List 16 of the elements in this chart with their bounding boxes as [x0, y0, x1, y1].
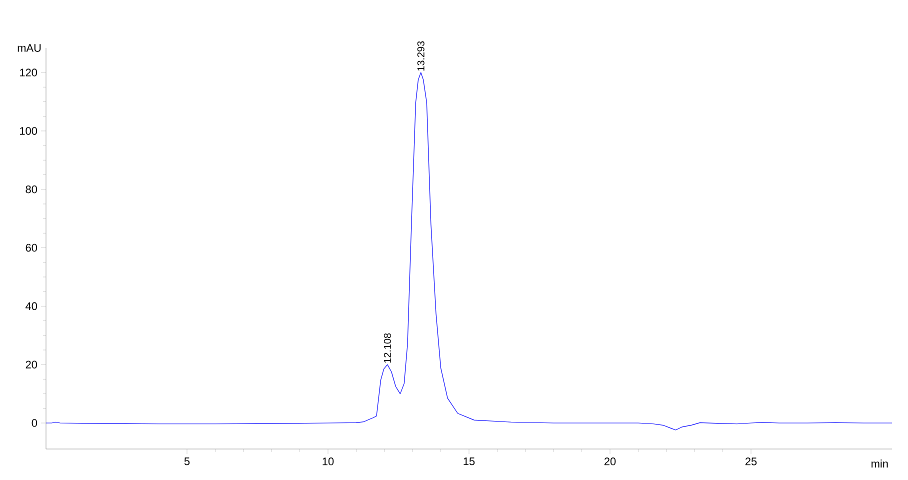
x-axis-title: min [872, 460, 888, 468]
x-tick-label: 25 [745, 458, 757, 466]
x-tick-label: 20 [604, 458, 616, 466]
y-tick-label: 60 [26, 244, 38, 252]
y-tick-label: 80 [26, 185, 38, 194]
x-tick-label: 5 [184, 458, 190, 466]
annotation: 12.108 [384, 333, 391, 363]
y-tick-label: 40 [26, 302, 38, 310]
x-tick-label: 10 [322, 458, 334, 466]
y-axis-title: mAU [18, 44, 41, 52]
x-tick-label: 15 [464, 458, 475, 466]
y-tick-label: 0 [32, 419, 38, 427]
y-tick-label: 120 [20, 68, 38, 76]
annotation: 13.293 [417, 41, 424, 71]
y-tick-label: 20 [26, 360, 38, 368]
y-tick-label: 100 [20, 127, 38, 135]
